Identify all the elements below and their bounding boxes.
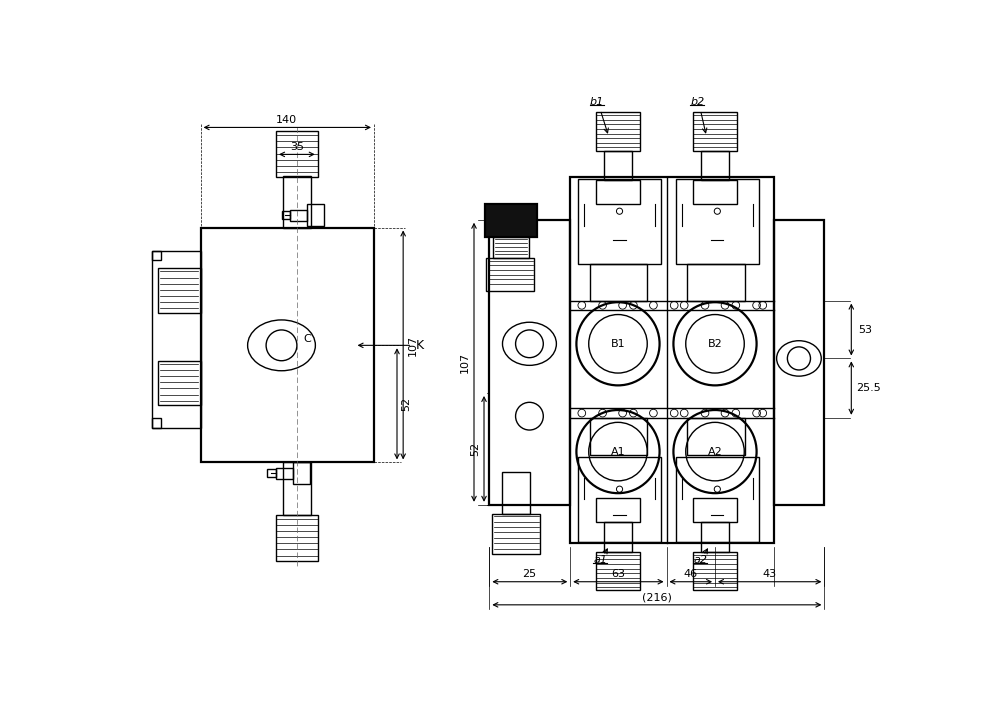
Bar xyxy=(283,462,311,515)
Bar xyxy=(774,220,824,505)
Text: A1: A1 xyxy=(611,447,625,457)
Bar xyxy=(596,552,640,590)
Bar xyxy=(276,468,293,479)
Bar xyxy=(578,457,661,542)
Bar xyxy=(307,204,324,226)
Bar xyxy=(282,211,290,219)
Bar xyxy=(158,268,201,313)
Text: 46: 46 xyxy=(683,569,697,579)
Bar xyxy=(604,150,632,180)
Bar xyxy=(596,498,640,523)
Text: b2: b2 xyxy=(690,97,704,107)
Text: 35: 35 xyxy=(290,142,304,152)
Bar xyxy=(693,180,737,204)
Text: 52: 52 xyxy=(401,397,411,411)
Text: 25.5: 25.5 xyxy=(856,383,881,393)
Bar xyxy=(590,264,647,301)
Bar xyxy=(693,112,737,150)
Bar xyxy=(152,250,201,428)
Text: 25: 25 xyxy=(522,569,537,579)
Text: b1: b1 xyxy=(590,97,604,107)
Bar xyxy=(693,552,737,590)
Bar xyxy=(590,418,647,454)
Text: 53: 53 xyxy=(858,325,872,335)
Bar xyxy=(596,112,640,150)
Bar xyxy=(152,418,161,428)
Text: K: K xyxy=(416,339,424,352)
Bar xyxy=(283,176,311,228)
Bar xyxy=(570,177,774,543)
Bar xyxy=(693,498,737,523)
Text: 63: 63 xyxy=(611,569,625,579)
Bar xyxy=(201,228,374,462)
Bar xyxy=(596,180,640,204)
Bar xyxy=(267,469,276,477)
Bar xyxy=(492,514,540,554)
Text: C: C xyxy=(303,334,311,344)
Bar xyxy=(676,457,759,542)
Bar xyxy=(276,515,318,561)
Text: 107: 107 xyxy=(407,335,417,356)
Text: 43: 43 xyxy=(763,569,777,579)
Text: 140: 140 xyxy=(276,115,297,125)
Text: a1: a1 xyxy=(593,555,607,565)
Bar xyxy=(276,131,318,177)
Bar xyxy=(485,204,537,237)
Bar xyxy=(489,220,570,505)
Text: B1: B1 xyxy=(611,339,625,349)
Bar xyxy=(701,150,729,180)
Bar xyxy=(293,462,310,484)
Text: A2: A2 xyxy=(708,447,722,457)
Bar xyxy=(687,264,745,301)
Text: 107: 107 xyxy=(460,352,470,373)
Bar xyxy=(701,523,729,552)
Bar xyxy=(687,418,745,454)
Bar xyxy=(604,523,632,552)
Text: a2: a2 xyxy=(693,555,707,565)
Bar xyxy=(493,237,529,258)
Bar xyxy=(578,179,661,264)
Text: B2: B2 xyxy=(708,339,722,349)
Bar xyxy=(676,179,759,264)
Bar xyxy=(502,471,530,514)
Bar xyxy=(158,361,201,406)
Bar xyxy=(152,250,161,260)
Bar xyxy=(290,210,307,220)
Bar xyxy=(486,258,534,291)
Text: (216): (216) xyxy=(642,592,671,602)
Text: 52: 52 xyxy=(470,442,480,456)
